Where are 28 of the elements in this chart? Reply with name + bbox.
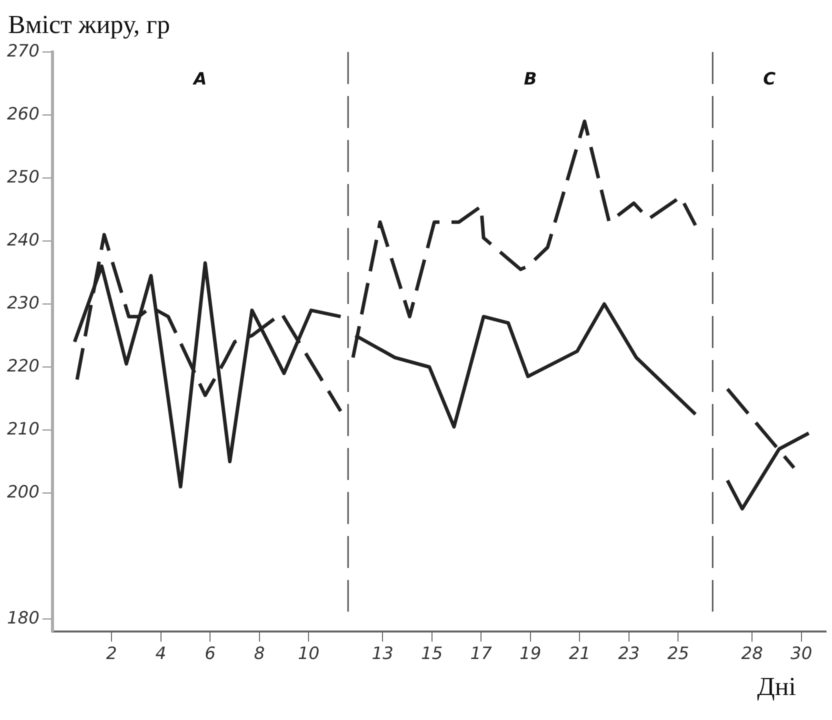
- y-axis-title: Вміст жиру, гр: [8, 10, 170, 40]
- x-tick-label: 13: [372, 644, 394, 664]
- annotation: C: [763, 69, 776, 90]
- y-tick-label: 210: [6, 419, 40, 440]
- x-tick-label: 28: [741, 644, 764, 664]
- x-tick-label: 6: [204, 644, 216, 664]
- y-tick-label: 250: [6, 167, 40, 188]
- x-tick-label: 23: [618, 644, 640, 664]
- x-tick-label: 30: [790, 644, 812, 664]
- x-tick-label: 15: [421, 644, 443, 664]
- x-tick-label: 8: [254, 644, 265, 664]
- y-tick-label: 260: [6, 104, 40, 124]
- x-tick-label: 25: [667, 644, 690, 664]
- y-tick-label: 200: [6, 482, 40, 502]
- y-tick-label: 240: [6, 230, 40, 250]
- x-tick-label: 2: [106, 644, 117, 664]
- y-tick-label: 230: [6, 293, 40, 314]
- x-tick-label: 17: [470, 644, 492, 664]
- x-tick-label: 21: [568, 644, 590, 664]
- annotation: B: [524, 69, 537, 90]
- x-tick-label: 4: [155, 644, 166, 664]
- annotation: A: [192, 69, 207, 90]
- y-tick-label: 270: [6, 41, 40, 62]
- x-tick-label: 10: [298, 644, 320, 664]
- x-tick-label: 19: [520, 644, 542, 664]
- y-tick-label: 180: [6, 608, 40, 628]
- x-axis-title: Дні: [757, 672, 796, 702]
- y-tick-label: 220: [6, 356, 40, 376]
